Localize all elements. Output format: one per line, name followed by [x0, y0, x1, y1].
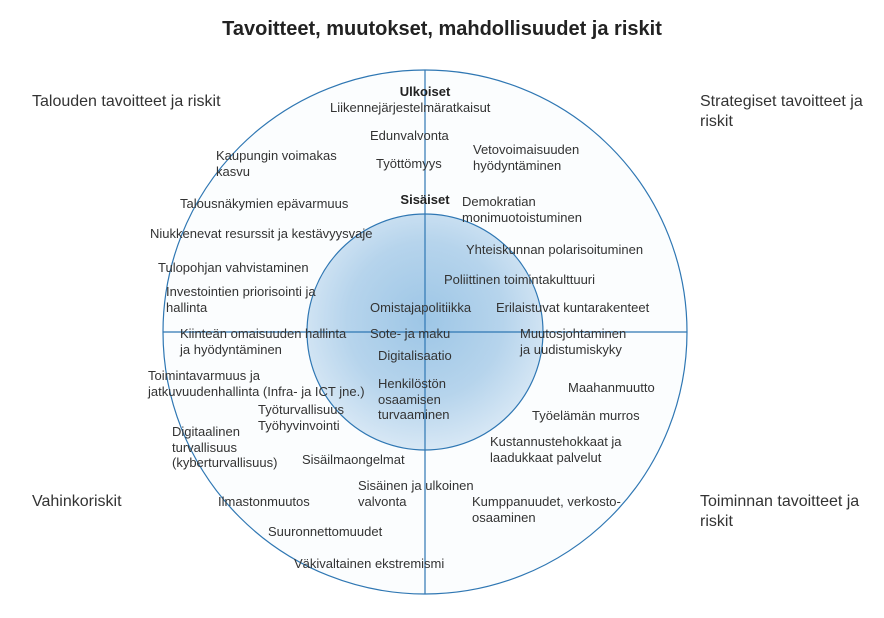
diagram-item: Tulopohjan vahvistaminen [158, 260, 309, 276]
diagram-item: Liikennejärjestelmäratkaisut [330, 100, 490, 116]
corner-label-top-right: Strategiset tavoitteet ja riskit [700, 92, 884, 132]
diagram-item: Demokratian monimuotoistuminen [462, 194, 582, 225]
diagram-item: Sisäilmaongelmat [302, 452, 405, 468]
diagram-item: Niukkenevat resurssit ja kestävyysvaje [150, 226, 373, 242]
diagram-item: Työturvallisuus [258, 402, 344, 418]
diagram-item: Yhteiskunnan polarisoituminen [466, 242, 643, 258]
diagram-item: Henkilöstön osaamisen turvaaminen [378, 376, 450, 423]
corner-label-top-left: Talouden tavoitteet ja riskit [32, 92, 221, 112]
diagram-item: Sote- ja maku [370, 326, 450, 342]
diagram-title: Tavoitteet, muutokset, mahdollisuudet ja… [0, 18, 884, 41]
diagram-item: Sisäinen ja ulkoinen valvonta [358, 478, 474, 509]
diagram-item: Ilmastonmuutos [218, 494, 310, 510]
diagram-item: Poliittinen toimintakulttuuri [444, 272, 595, 288]
diagram-item: Kumppanuudet, verkosto- osaaminen [472, 494, 621, 525]
diagram-item: Toimintavarmuus ja jatkuvuudenhallinta (… [148, 368, 365, 399]
diagram-item: Kaupungin voimakas kasvu [216, 148, 337, 179]
diagram-item: Digitalisaatio [378, 348, 452, 364]
corner-label-bottom-left: Vahinkoriskit [32, 492, 122, 512]
ring-label-inner: Sisäiset [400, 192, 449, 207]
diagram-item: Maahanmuutto [568, 380, 655, 396]
diagram-item: Omistajapolitiikka [370, 300, 471, 316]
diagram-stage: { "title": "Tavoitteet, muutokset, mahdo… [0, 0, 884, 618]
diagram-item: Talousnäkymien epävarmuus [180, 196, 348, 212]
diagram-item: Erilaistuvat kuntarakenteet [496, 300, 649, 316]
diagram-item: Työttömyys [376, 156, 442, 172]
diagram-item: Kustannustehokkaat ja laadukkaat palvelu… [490, 434, 622, 465]
ring-label-outer: Ulkoiset [400, 84, 451, 99]
diagram-item: Väkivaltainen ekstremismi [294, 556, 444, 572]
diagram-item: Edunvalvonta [370, 128, 449, 144]
diagram-item: Työelämän murros [532, 408, 640, 424]
diagram-item: Kiinteän omaisuuden hallinta ja hyödyntä… [180, 326, 346, 357]
diagram-item: Muutosjohtaminen ja uudistumiskyky [520, 326, 626, 357]
diagram-item: Vetovoimaisuuden hyödyntäminen [473, 142, 579, 173]
corner-label-bottom-right: Toiminnan tavoitteet ja riskit [700, 492, 884, 532]
diagram-item: Investointien priorisointi ja hallinta [166, 284, 316, 315]
diagram-item: Suuronnettomuudet [268, 524, 382, 540]
diagram-item: Digitaalinen turvallisuus (kyberturvalli… [172, 424, 277, 471]
